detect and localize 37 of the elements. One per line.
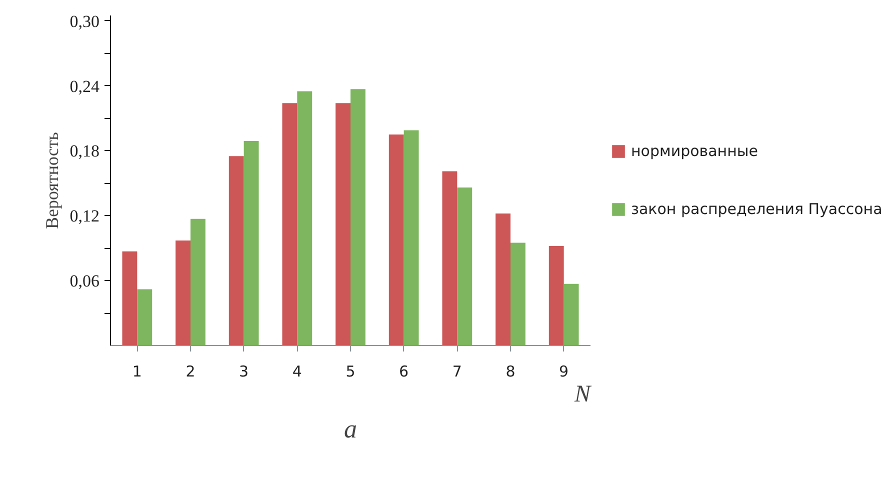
bar [548,246,564,346]
bar [404,130,419,346]
x-tick-label: 1 [132,362,142,380]
text: a [344,414,357,444]
x-tick-label: 6 [399,362,409,380]
bar [190,218,206,346]
bar [122,251,138,346]
x-tick-label: 9 [559,362,569,380]
bar [510,242,526,346]
y-tick-label: 0,06 [70,272,100,291]
x-axis-title: N [573,382,592,408]
bar [137,289,152,346]
x-tick-label: 4 [292,362,302,380]
bar [350,89,366,346]
bar [176,240,190,346]
bar [457,188,472,346]
bar [564,284,579,346]
y-axis-title: Вероятность [42,132,62,229]
y-tick-label: 0,30 [70,12,100,31]
y-tick-label: 0,24 [70,76,100,96]
bar [244,141,259,346]
legend-label: закон распределения Пуассона [631,200,882,218]
bar [297,91,312,346]
bar [442,171,458,346]
x-tick-label: 5 [346,362,356,380]
bar [388,134,404,346]
bar [228,156,244,346]
bar [336,103,350,346]
legend-label: нормированные [631,142,758,160]
x-tick-label: 7 [452,362,462,380]
x-tick-label: 8 [506,362,516,380]
x-tick-label: 3 [239,362,249,380]
x-tick-label: 2 [186,362,196,380]
bar [496,214,510,346]
y-tick-label: 0,18 [70,142,100,161]
bar [282,103,298,346]
y-tick-label: 0,12 [70,206,100,226]
